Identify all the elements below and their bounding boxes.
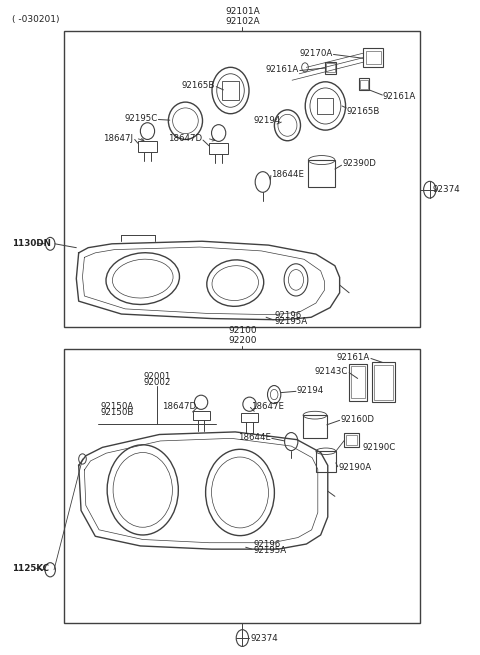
Bar <box>360 79 368 88</box>
Text: 92161A: 92161A <box>337 352 370 362</box>
Text: 92196: 92196 <box>274 312 301 320</box>
Bar <box>344 433 359 447</box>
Bar <box>326 64 335 73</box>
Text: 92143C: 92143C <box>315 367 348 376</box>
Text: 92195C: 92195C <box>124 114 157 122</box>
Text: 92150A: 92150A <box>100 402 133 411</box>
Text: 92170A: 92170A <box>299 48 333 58</box>
Bar <box>325 62 336 74</box>
Text: 92161A: 92161A <box>265 65 299 74</box>
Text: 92194: 92194 <box>297 386 324 394</box>
Bar <box>192 411 210 420</box>
Bar <box>64 31 420 327</box>
Bar <box>222 81 239 100</box>
Bar <box>209 143 228 154</box>
Bar <box>363 48 384 67</box>
Text: 18644E: 18644E <box>271 170 304 179</box>
Bar <box>351 366 365 398</box>
Text: 92160D: 92160D <box>341 415 374 424</box>
Bar <box>64 350 420 624</box>
Bar <box>138 141 157 152</box>
Text: 92165B: 92165B <box>347 107 380 116</box>
Text: 18647D: 18647D <box>162 402 196 411</box>
Text: 92101A
92102A: 92101A 92102A <box>225 7 260 26</box>
Bar <box>374 365 393 400</box>
Bar <box>346 435 357 445</box>
Bar <box>349 364 367 401</box>
Text: 92002: 92002 <box>144 378 171 387</box>
Bar <box>317 98 334 115</box>
Text: ( -030201): ( -030201) <box>12 15 60 24</box>
Text: 92374: 92374 <box>432 185 460 195</box>
Text: 92100
92200: 92100 92200 <box>228 326 257 345</box>
Text: 18647E: 18647E <box>252 402 284 411</box>
Text: 92194: 92194 <box>253 117 280 125</box>
Text: 92195A: 92195A <box>253 546 287 555</box>
Text: 1125KC: 1125KC <box>12 564 49 573</box>
Text: 92001: 92001 <box>144 372 171 381</box>
Text: 92190A: 92190A <box>338 464 372 472</box>
Bar <box>372 362 395 402</box>
Text: 18647D: 18647D <box>168 134 202 143</box>
Bar <box>359 78 369 90</box>
Text: 92390D: 92390D <box>342 159 376 168</box>
Text: 92195A: 92195A <box>274 317 307 326</box>
Text: 92161A: 92161A <box>383 92 416 102</box>
Text: 92196: 92196 <box>253 540 280 548</box>
Text: 92374: 92374 <box>251 633 279 643</box>
Text: 1130DN: 1130DN <box>12 238 51 248</box>
Text: 92165B: 92165B <box>182 81 216 90</box>
Text: 92150B: 92150B <box>100 408 133 417</box>
Bar <box>316 451 336 472</box>
Bar <box>241 413 258 422</box>
Bar <box>308 160 335 187</box>
Text: 92190C: 92190C <box>362 443 396 452</box>
Bar <box>366 51 381 64</box>
Text: 18644E: 18644E <box>238 432 271 441</box>
Bar <box>303 415 327 438</box>
Text: 18647J: 18647J <box>103 134 133 143</box>
